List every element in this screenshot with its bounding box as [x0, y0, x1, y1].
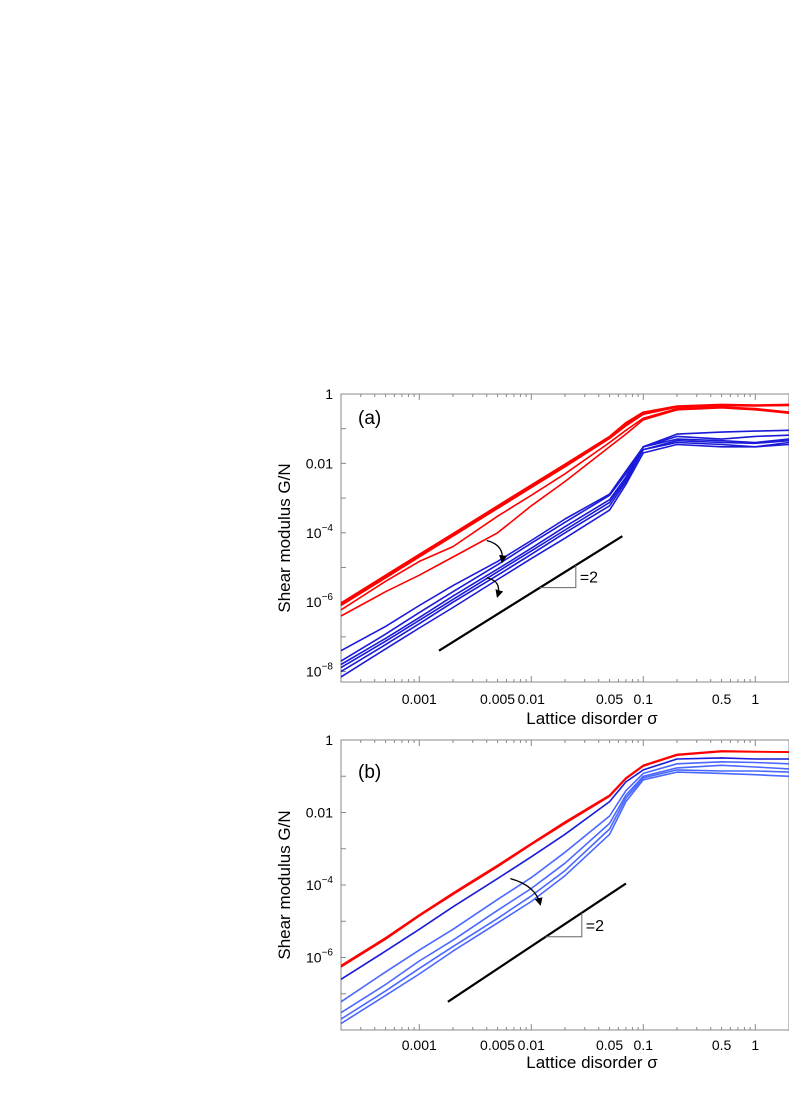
x-tick-label: 1 — [751, 691, 759, 707]
panel-b: =2 0.001 0.005 0.01 0.05 0.1 0.5 110.0110−410−… — [275, 732, 789, 1072]
panel-label: (b) — [358, 762, 381, 783]
series-line-blue-1 — [340, 429, 789, 652]
x-tick-label: 0.05 — [596, 1037, 623, 1053]
y-tick-label: 0.01 — [306, 805, 333, 821]
y-tick-label: 0.01 — [306, 455, 333, 471]
x-tick-label: 0.1 — [634, 691, 654, 707]
series-line-red-3 — [340, 404, 789, 606]
series-line-blue-5 — [340, 441, 789, 673]
x-tick-label: 0.5 — [712, 691, 732, 707]
series-line-blue-3 — [340, 764, 789, 1014]
y-axis-label: Shear modulus G/N — [275, 463, 294, 612]
series-line-blue-4 — [340, 439, 789, 669]
minor-ticks — [340, 393, 789, 682]
series-line-blue-4 — [340, 769, 789, 1020]
x-tick-label: 0.01 — [518, 1037, 545, 1053]
slope-triangle — [545, 912, 583, 938]
series-line-blue-3 — [340, 438, 789, 666]
y-tick-label: 1 — [325, 386, 333, 402]
series-line-blue-2 — [340, 434, 789, 662]
y-tick-label: 1 — [325, 732, 333, 748]
curves — [340, 750, 789, 1025]
y-tick-label: 10−6 — [306, 948, 333, 966]
series-line-red-2 — [340, 403, 789, 605]
series-line-red-1 — [340, 750, 789, 967]
trend-arrow — [486, 539, 507, 564]
trend-arrow — [486, 577, 504, 598]
minor-ticks — [340, 739, 789, 1031]
curves — [340, 403, 789, 678]
x-tick-label: 0.001 — [402, 691, 437, 707]
y-axis-label: Shear modulus G/N — [275, 810, 294, 959]
slope-reference-line — [447, 882, 627, 1003]
slope-triangle — [539, 565, 577, 589]
series-line-red-5 — [340, 406, 789, 611]
series-line-blue-2 — [340, 760, 789, 1003]
annotations: =2 — [447, 877, 627, 1003]
panel-a: =2 0.001 0.005 0.01 0.05 0.1 0.5 110.0110−410−… — [275, 386, 789, 728]
series-line-red-6 — [340, 406, 789, 617]
x-tick-label: 0.005 — [480, 1037, 515, 1053]
y-tick-label: 10−8 — [306, 662, 333, 680]
slope-label: =2 — [580, 569, 598, 586]
annotations: =2 — [438, 535, 623, 652]
series-line-blue-5 — [340, 771, 789, 1025]
y-tick-label: 10−4 — [306, 875, 333, 893]
x-axis-label: Lattice disorder σ — [526, 709, 658, 728]
y-tick-label: 10−6 — [306, 592, 333, 610]
series-line-red-4 — [340, 404, 789, 607]
tick-labels: 0.001 0.005 0.01 0.05 0.1 0.5 110.0110−410−610… — [306, 386, 760, 707]
x-tick-label: 0.05 — [596, 691, 623, 707]
plot-frame — [340, 739, 789, 1031]
x-tick-label: 0.001 — [402, 1037, 437, 1053]
series-line-blue-1 — [340, 757, 789, 980]
y-tick-label: 10−4 — [306, 523, 333, 541]
panel-label: (a) — [358, 408, 381, 429]
x-tick-label: 1 — [751, 1037, 759, 1053]
x-tick-label: 0.5 — [712, 1037, 732, 1053]
slope-reference-line — [438, 535, 623, 652]
series-line-blue-6 — [340, 443, 789, 678]
x-tick-label: 0.005 — [480, 691, 515, 707]
series-line-red-2 — [340, 750, 789, 968]
x-axis-label: Lattice disorder σ — [526, 1053, 658, 1072]
trend-arrow — [510, 877, 543, 906]
x-tick-label: 0.1 — [634, 1037, 654, 1053]
slope-label: =2 — [586, 918, 604, 935]
x-tick-label: 0.01 — [518, 691, 545, 707]
